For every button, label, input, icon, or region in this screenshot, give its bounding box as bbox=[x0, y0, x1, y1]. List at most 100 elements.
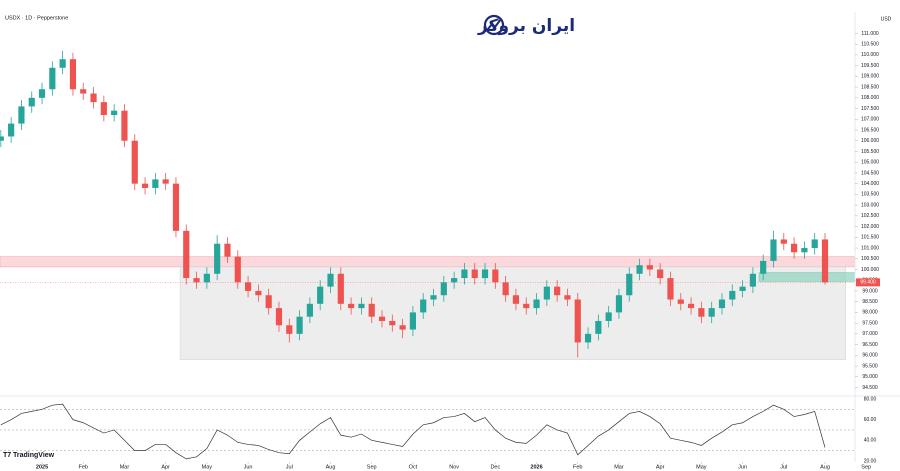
y-tick-label: 105.500 bbox=[861, 149, 879, 155]
candle-body bbox=[492, 269, 499, 283]
y-tick-label: 107.500 bbox=[861, 106, 879, 112]
x-tick-label: Jun bbox=[244, 464, 253, 470]
candle-body bbox=[615, 295, 623, 313]
y-tick-label: 97.500 bbox=[862, 320, 878, 326]
candle-body bbox=[337, 273, 344, 304]
candle-body bbox=[440, 282, 447, 296]
watermark: T7 TradingView bbox=[3, 452, 55, 459]
candle-body bbox=[471, 269, 478, 279]
candle-body bbox=[801, 248, 808, 253]
x-tick-label: Apr bbox=[656, 464, 665, 470]
candle-body bbox=[564, 295, 571, 300]
y-tick-label: 94.500 bbox=[862, 385, 878, 391]
zone bbox=[0, 256, 855, 268]
y-tick-label: 104.000 bbox=[861, 181, 879, 187]
candle-body bbox=[234, 256, 241, 283]
x-tick-label: Nov bbox=[449, 464, 459, 470]
y-tick-label: 102.000 bbox=[861, 224, 879, 230]
candle-body bbox=[348, 303, 355, 309]
candle-body bbox=[286, 325, 293, 334]
rsi-tick-label: 60.00 bbox=[864, 417, 877, 423]
candle-body bbox=[451, 278, 458, 283]
candle-body bbox=[152, 179, 159, 188]
candle-body bbox=[162, 179, 169, 184]
y-tick-label: 109.000 bbox=[861, 74, 879, 80]
x-tick-label: 2026 bbox=[530, 464, 542, 470]
x-tick-label: Dec bbox=[490, 464, 500, 470]
y-tick-label: 103.000 bbox=[861, 202, 879, 208]
y-tick-label: 95.000 bbox=[862, 374, 878, 380]
y-tick-label: 100.500 bbox=[861, 256, 879, 262]
y-tick-label: 98.500 bbox=[862, 299, 878, 305]
candle-body bbox=[141, 183, 149, 188]
candle-body bbox=[121, 110, 128, 141]
y-tick-label: 111.000 bbox=[861, 31, 879, 37]
y-tick-label: 95.500 bbox=[862, 363, 878, 369]
candle-body bbox=[399, 325, 406, 330]
candle-body bbox=[28, 97, 35, 107]
candle-body bbox=[657, 269, 664, 279]
tv-mark: T7 bbox=[3, 452, 11, 459]
zone bbox=[758, 272, 855, 282]
x-tick-label: 2025 bbox=[36, 464, 48, 470]
y-tick-label: 96.000 bbox=[862, 353, 878, 359]
candle-body bbox=[265, 295, 272, 309]
candle-body bbox=[791, 243, 798, 253]
candle-body bbox=[677, 299, 684, 304]
x-tick-label: Feb bbox=[573, 464, 582, 470]
candle-body bbox=[358, 303, 365, 309]
last-price-label: 99.400 bbox=[860, 280, 876, 286]
candle-body bbox=[574, 299, 581, 343]
candle-body bbox=[59, 59, 66, 68]
candle-body bbox=[306, 303, 313, 317]
last-price-box bbox=[856, 278, 880, 287]
y-tick-label: 100.000 bbox=[861, 267, 879, 273]
candle-body bbox=[595, 320, 602, 334]
candle-body bbox=[131, 140, 138, 184]
axes: 111.000 110.500 110.000 109.500 109.000 108.5… bbox=[0, 31, 880, 470]
x-tick-label: May bbox=[202, 464, 213, 470]
candle-body bbox=[698, 308, 705, 317]
y-tick-label: 110.000 bbox=[861, 52, 879, 58]
candle-body bbox=[739, 286, 746, 291]
candle-body bbox=[749, 273, 756, 287]
zones bbox=[0, 256, 855, 360]
candle-body bbox=[811, 239, 818, 249]
y-tick-label: 110.500 bbox=[861, 42, 879, 48]
y-tick-label: 106.500 bbox=[861, 127, 879, 133]
candle-body bbox=[327, 273, 334, 287]
candle-body bbox=[100, 102, 107, 115]
candle-body bbox=[0, 136, 4, 141]
candle-body bbox=[729, 290, 736, 300]
candle-body bbox=[80, 89, 87, 94]
y-tick-label: 105.000 bbox=[861, 160, 879, 166]
x-tick-label: Apr bbox=[161, 464, 170, 470]
candle-body bbox=[18, 106, 25, 124]
x-tick-label: Sep bbox=[367, 464, 377, 470]
candle-body bbox=[378, 316, 386, 321]
x-tick-label: Jun bbox=[738, 464, 747, 470]
candle-body bbox=[111, 110, 118, 115]
x-tick-label: Aug bbox=[820, 464, 830, 470]
candle-body bbox=[203, 273, 210, 283]
candle-body bbox=[193, 278, 200, 283]
candle-body bbox=[389, 320, 396, 326]
candle-body bbox=[461, 269, 468, 279]
y-tick-label: 101.000 bbox=[861, 245, 879, 251]
candle-body bbox=[821, 239, 829, 283]
candle-body bbox=[481, 269, 489, 279]
candle-body bbox=[554, 286, 561, 296]
candle-body bbox=[49, 67, 56, 90]
candle-body bbox=[718, 299, 726, 309]
candle-body bbox=[770, 239, 777, 261]
x-tick-label: Oct bbox=[409, 464, 418, 470]
candle-body bbox=[687, 303, 695, 309]
y-tick-label: 96.500 bbox=[862, 342, 878, 348]
logo: ایران بروکر bbox=[477, 14, 575, 36]
candle-body bbox=[584, 333, 592, 343]
candle-body bbox=[780, 239, 787, 244]
candle-body bbox=[626, 273, 633, 296]
y-tick-label: 108.000 bbox=[861, 95, 879, 101]
y-tick-label: 108.500 bbox=[861, 84, 879, 90]
